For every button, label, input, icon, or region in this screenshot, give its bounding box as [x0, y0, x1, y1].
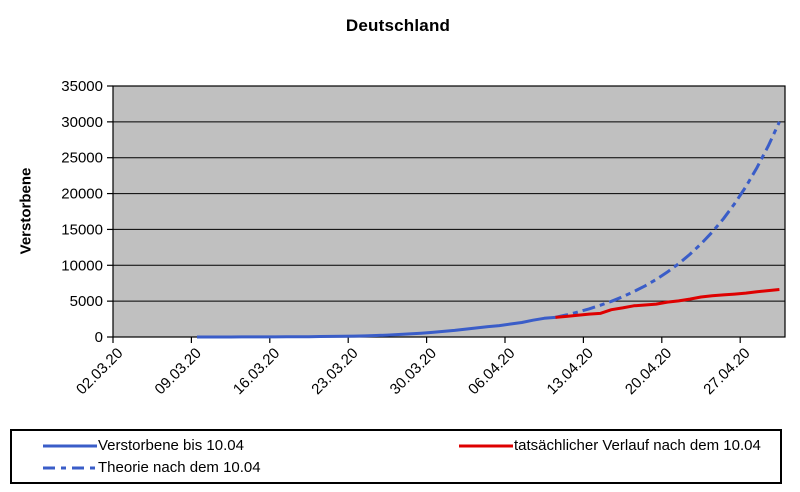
legend: Verstorbene bis 10.04 tatsächlicher Verl…: [10, 429, 782, 484]
x-tick-label: 02.03.20: [73, 345, 126, 398]
y-tick-label: 5000: [70, 293, 103, 310]
legend-item-tatsaechlicher-verlauf: tatsächlicher Verlauf nach dem 10.04: [428, 437, 780, 455]
legend-label: tatsächlicher Verlauf nach dem 10.04: [514, 437, 761, 454]
legend-item-verstorbene-bis-1004: Verstorbene bis 10.04: [12, 437, 428, 455]
plot-canvas: 0 5000 10000 15000 20000 25000 30000 35000 02.03…: [61, 78, 786, 398]
x-tick-label: 13.04.20: [544, 345, 597, 398]
legend-item-theorie-nach-1004: Theorie nach dem 10.04: [12, 459, 428, 477]
x-tick-label: 23.03.20: [308, 345, 361, 398]
series-line-tats-chlicher-verlauf-nach-dem-10-04: [555, 288, 780, 319]
x-tick-label: 27.04.20: [700, 345, 753, 398]
y-tick-label: 30000: [61, 114, 103, 131]
legend-label: Verstorbene bis 10.04: [98, 437, 244, 454]
series-line-theorie-nach-dem-10-04: [555, 121, 781, 319]
x-tick-label: 06.04.20: [465, 345, 518, 398]
chart-title: Deutschland: [345, 16, 451, 35]
y-tick-label: 0: [95, 329, 103, 346]
x-tick-label: 30.03.20: [387, 345, 440, 398]
x-tick-label: 16.03.20: [230, 345, 283, 398]
y-tick-label: 25000: [61, 150, 103, 167]
legend-line-sample-icon: [43, 444, 97, 448]
plot-background: [112, 85, 786, 338]
y-tick-label: 15000: [61, 221, 103, 238]
legend-line-sample-icon: [43, 466, 97, 470]
series-line-verstorbene-bis-10-04: [197, 315, 556, 339]
legend-line-sample-icon: [459, 444, 513, 448]
x-tick-label: 20.04.20: [622, 345, 675, 398]
y-tick-label: 35000: [61, 78, 103, 95]
y-tick-label: 20000: [61, 186, 103, 203]
legend-label: Theorie nach dem 10.04: [98, 459, 261, 476]
y-tick-label: 10000: [61, 257, 103, 274]
x-tick-label: 09.03.20: [152, 345, 205, 398]
